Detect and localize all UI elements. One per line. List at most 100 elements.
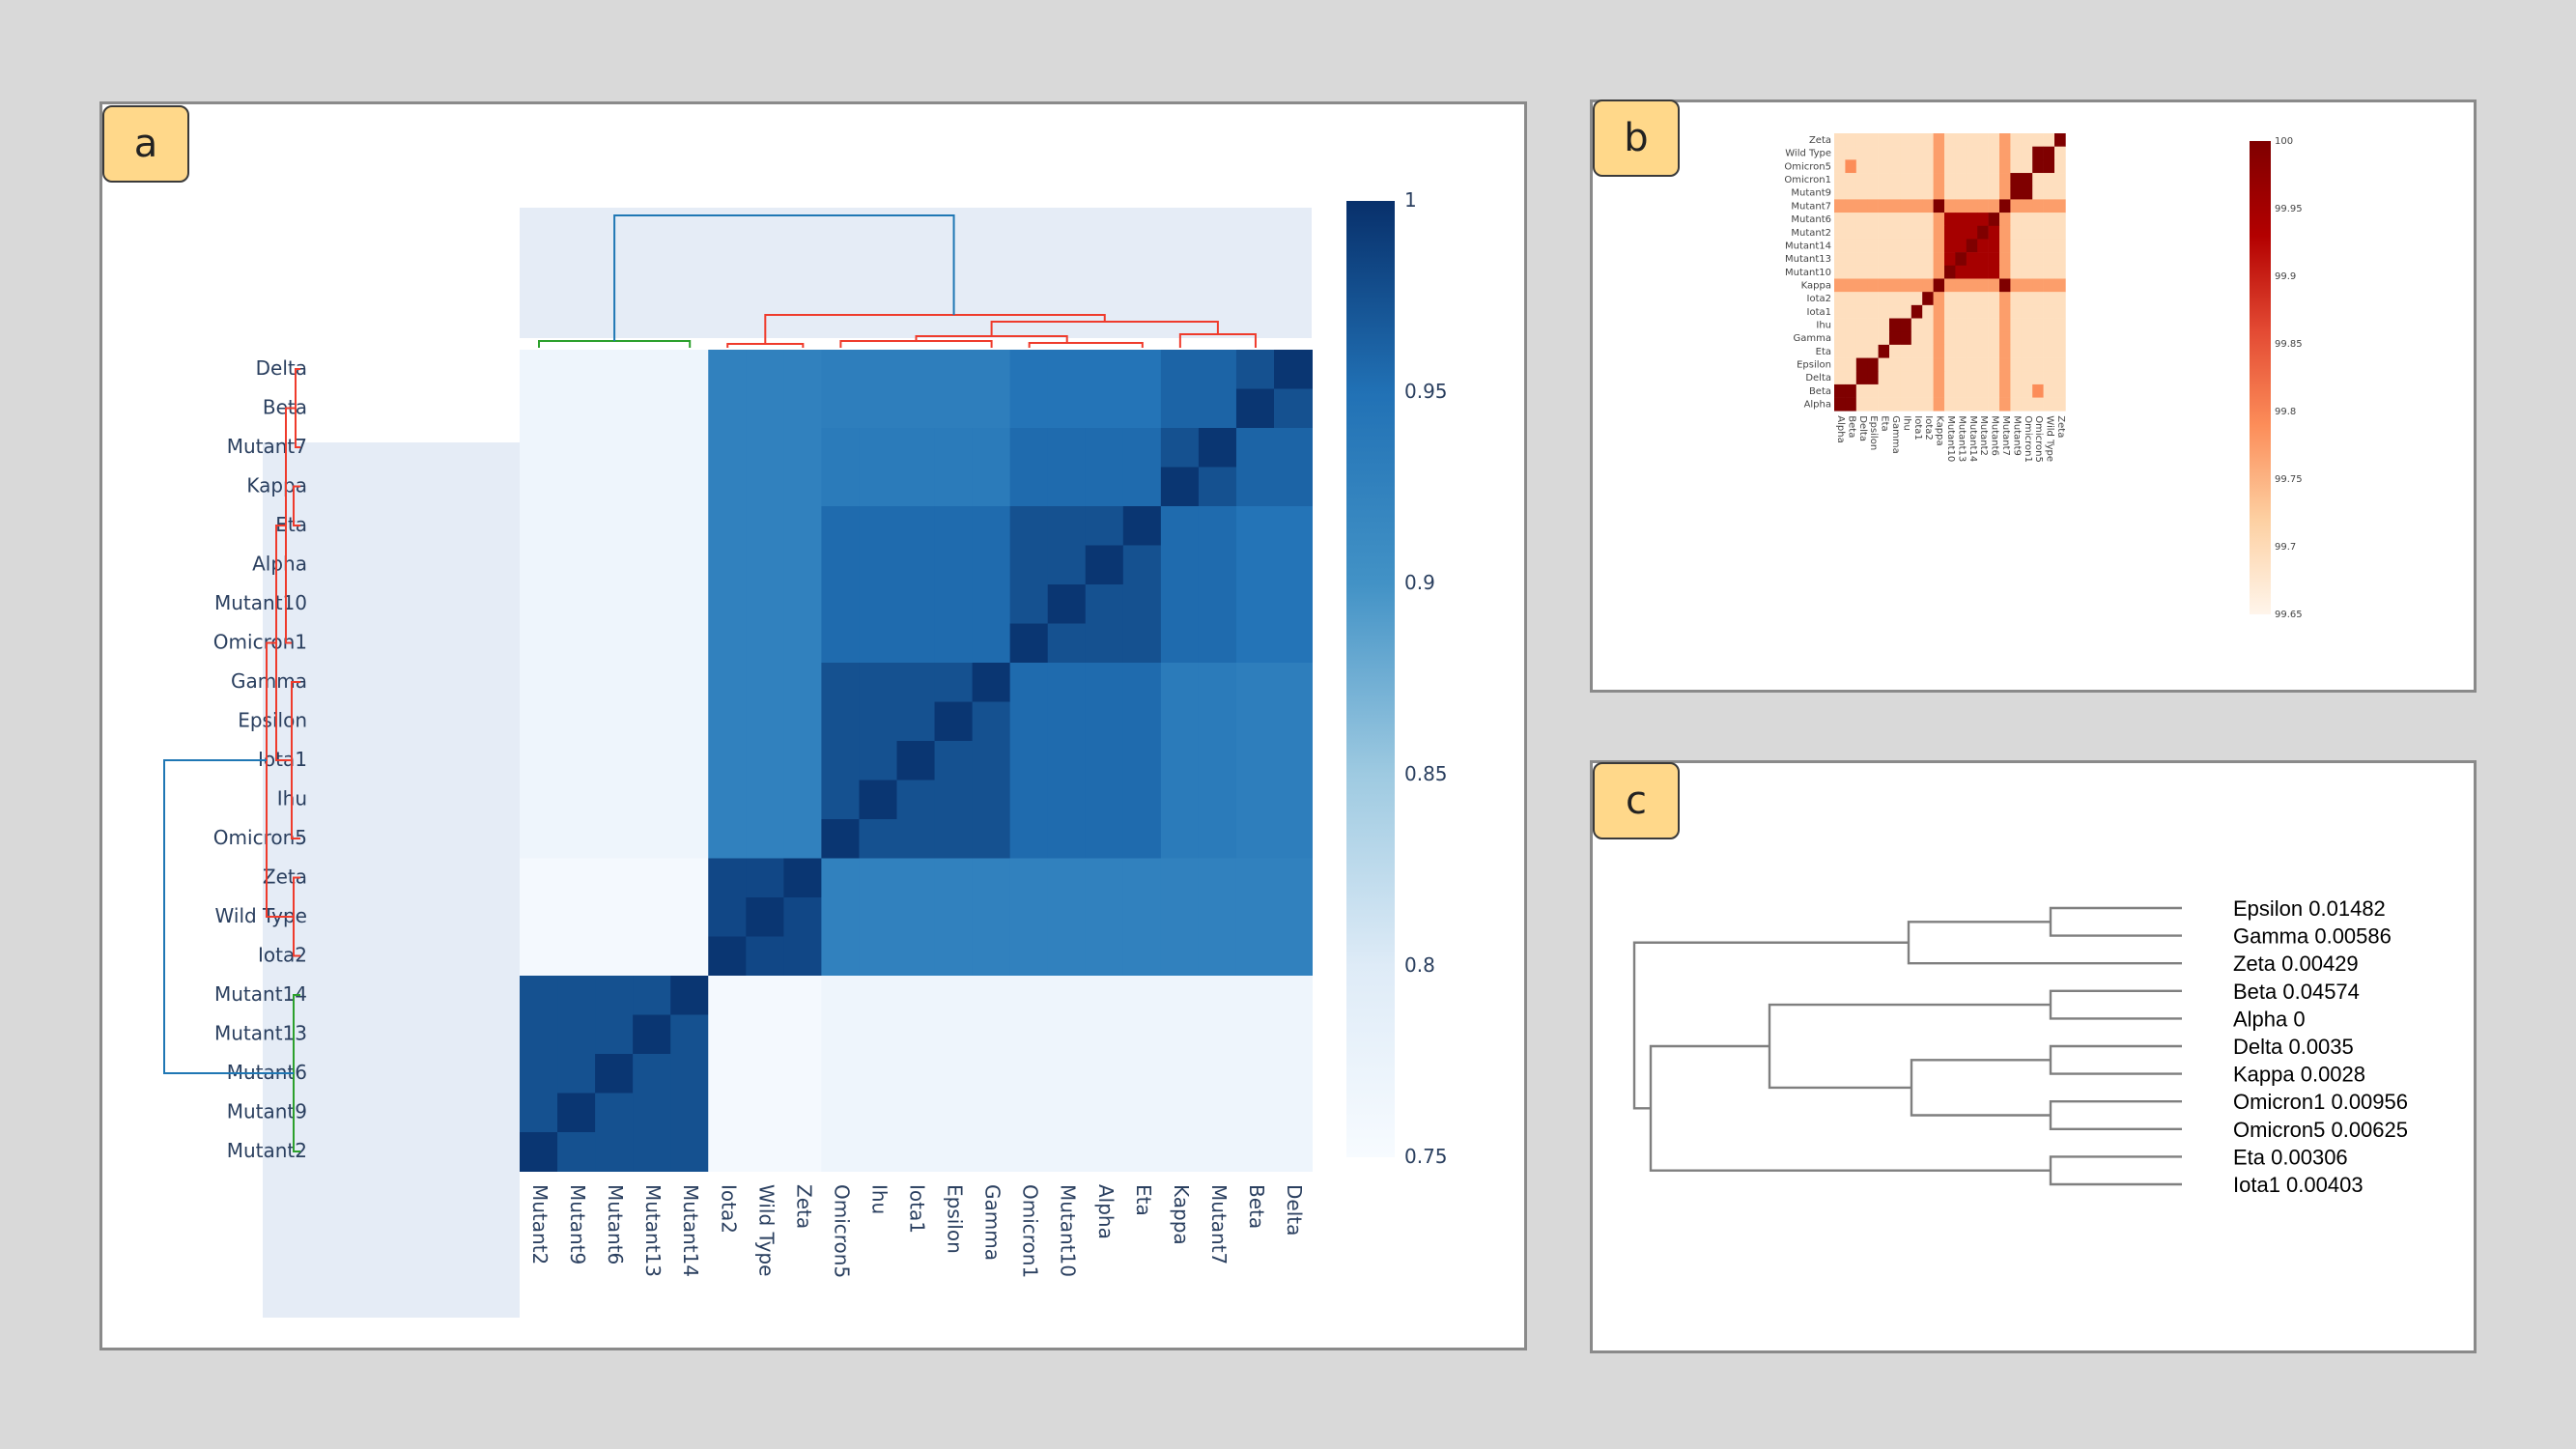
heatmap-cell [708, 780, 748, 820]
heatmap-cell [2021, 173, 2033, 187]
heatmap-cell [2010, 331, 2023, 346]
heatmap-cell [1160, 780, 1200, 820]
heatmap-cell [633, 506, 672, 546]
heatmap-cell [1944, 159, 1956, 174]
heatmap-cell [2054, 331, 2066, 346]
colorbar [1346, 201, 1395, 1157]
heatmap-cell [1845, 357, 1857, 372]
heatmap-cell [1198, 1014, 1237, 1055]
heatmap-cell [1889, 173, 1901, 187]
heatmap-cell [1911, 371, 1923, 385]
col-label: Mutant10 [1057, 1184, 1080, 1277]
heatmap-cell [783, 819, 823, 859]
heatmap-cell [1900, 225, 1912, 240]
heatmap-cell [1977, 239, 1989, 253]
heatmap-cell [1911, 133, 1923, 147]
heatmap-cell [708, 467, 748, 507]
colorbar-tick-label: 0.75 [1404, 1145, 1448, 1168]
heatmap-cell [1274, 1014, 1313, 1055]
heatmap-cell [1845, 213, 1857, 227]
heatmap-cell [821, 388, 861, 429]
heatmap-cell [1274, 506, 1313, 546]
heatmap-cell [1855, 133, 1868, 147]
heatmap-cell [1160, 1054, 1200, 1094]
heatmap-cell [1855, 173, 1868, 187]
heatmap-cell [1966, 173, 1978, 187]
heatmap-cell [633, 741, 672, 781]
heatmap-cell [896, 623, 936, 664]
heatmap-cell [595, 936, 635, 977]
heatmap-cell [1122, 1132, 1162, 1172]
heatmap-cell [1274, 819, 1313, 859]
heatmap-cell [1845, 371, 1857, 385]
heatmap-cell [1955, 146, 1967, 160]
heatmap-cell [1955, 292, 1967, 306]
heatmap-cell [1198, 663, 1237, 702]
heatmap-cell [1009, 701, 1049, 742]
heatmap-cell [1855, 397, 1868, 412]
row-label: Epsilon [1797, 360, 1831, 371]
heatmap-cell [1047, 976, 1087, 1015]
heatmap-cell [633, 545, 672, 585]
heatmap-cell [1988, 185, 2000, 200]
heatmap-cell [1933, 384, 1945, 398]
heatmap-cell [1047, 1014, 1087, 1055]
heatmap-cell [1834, 133, 1846, 147]
heatmap-cell [821, 428, 861, 468]
heatmap-cell [1198, 701, 1237, 742]
heatmap-cell [1977, 397, 1989, 412]
heatmap-cell [2054, 173, 2066, 187]
dendro-branch [1028, 342, 1144, 348]
heatmap-cell [746, 741, 785, 781]
heatmap-cell [2032, 265, 2044, 279]
heatmap-cell [972, 663, 1011, 702]
heatmap-cell [972, 388, 1011, 429]
heatmap-cell [1999, 384, 2011, 398]
heatmap-cell [746, 701, 785, 742]
heatmap-cell [557, 936, 597, 977]
heatmap-cell [1085, 819, 1124, 859]
heatmap-cell [1911, 213, 1923, 227]
heatmap-cell [595, 1054, 635, 1094]
heatmap-cell [1235, 623, 1275, 664]
heatmap-cell [1955, 384, 1967, 398]
heatmap-cell [1855, 384, 1868, 398]
heatmap-cell [708, 663, 748, 702]
heatmap-cell [1867, 318, 1879, 332]
heatmap-cell [1900, 199, 1912, 213]
heatmap-cell [1845, 173, 1857, 187]
heatmap-cell [1160, 701, 1200, 742]
heatmap-cell [1834, 159, 1846, 174]
heatmap-cell [1878, 225, 1890, 240]
heatmap-cell [1047, 584, 1087, 624]
heatmap-cell [1845, 397, 1857, 412]
heatmap-cell [520, 545, 558, 585]
heatmap-cell [520, 858, 558, 898]
heatmap-cell [2054, 185, 2066, 200]
heatmap-cell [1855, 265, 1868, 279]
heatmap-cell [934, 545, 974, 585]
heatmap-cell [1160, 428, 1200, 468]
heatmap-cell [2010, 252, 2023, 267]
heatmap-cell [783, 467, 823, 507]
heatmap-cell [1922, 357, 1934, 372]
dendro-branch [1649, 1044, 2051, 1172]
heatmap-cell [1911, 252, 1923, 267]
heatmap-cell [1889, 159, 1901, 174]
heatmap-cell [1889, 371, 1901, 385]
heatmap-cell [972, 701, 1011, 742]
dendro-branch [293, 485, 300, 526]
heatmap-cell [2010, 239, 2023, 253]
heatmap-cell [1988, 278, 2000, 293]
heatmap-cell [1889, 318, 1901, 332]
heatmap-cell [2021, 371, 2033, 385]
heatmap-cell [1009, 1014, 1049, 1055]
heatmap-cell [2021, 278, 2033, 293]
col-label: Eta [1880, 415, 1890, 431]
heatmap-cell [1889, 357, 1901, 372]
heatmap-cell [1834, 397, 1846, 412]
heatmap-cell [972, 858, 1011, 898]
heatmap-cell [1867, 146, 1879, 160]
heatmap-cell [708, 1093, 748, 1133]
heatmap-cell [1085, 350, 1124, 389]
